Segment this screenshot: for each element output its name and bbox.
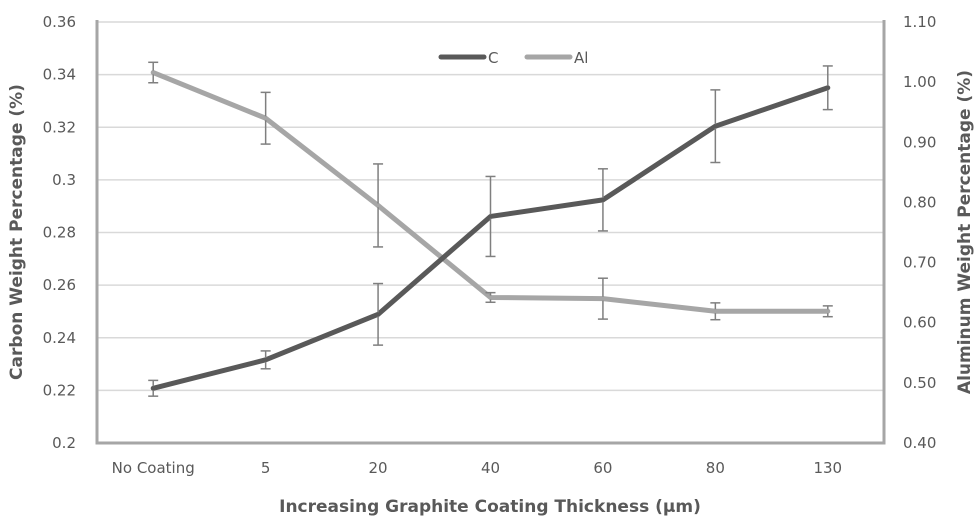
axes	[95, 20, 886, 445]
y-tick-label: 0.34	[43, 66, 76, 84]
x-tick-label: 130	[813, 459, 842, 477]
data-point	[263, 116, 268, 121]
legend-label-al: Al	[574, 49, 588, 67]
data-point	[376, 312, 381, 317]
data-point	[151, 386, 156, 391]
y2-tick-label: 1.00	[903, 73, 936, 91]
x-tick-label: 5	[261, 459, 271, 477]
data-point	[825, 85, 830, 90]
left-axis-ticks: 0.2 0.22 0.24 0.26 0.28 0.3 0.32 0.34 0.36	[43, 13, 76, 452]
data-point	[600, 296, 605, 301]
data-point	[825, 309, 830, 314]
y-axis-title: Carbon Weight Percentage (%)	[7, 84, 27, 380]
right-axis-ticks: 0.40 0.50 0.60 0.70 0.80 0.90 1.00 1.10	[903, 13, 936, 452]
data-point	[376, 203, 381, 208]
y2-tick-label: 1.10	[903, 13, 936, 31]
x-axis-title: Increasing Graphite Coating Thickness (µ…	[279, 497, 701, 517]
y2-tick-label: 0.50	[903, 374, 936, 392]
x-tick-label: 40	[481, 459, 500, 477]
y-tick-label: 0.3	[52, 171, 76, 189]
y2-tick-label: 0.60	[903, 314, 936, 332]
y-tick-label: 0.26	[43, 276, 76, 294]
data-point	[713, 124, 718, 129]
x-axis-ticks: No Coating 5 20 40 60 80 130	[112, 459, 842, 477]
y-tick-label: 0.36	[43, 13, 76, 31]
data-point	[263, 357, 268, 362]
y2-axis-title: Aluminum Weight Percentage (%)	[955, 70, 975, 394]
y-tick-label: 0.2	[52, 434, 76, 452]
x-tick-label: No Coating	[112, 459, 195, 477]
data-point	[600, 197, 605, 202]
y2-tick-label: 0.80	[903, 193, 936, 211]
x-tick-label: 60	[593, 459, 612, 477]
y-tick-label: 0.22	[43, 381, 76, 399]
y-tick-label: 0.24	[43, 329, 76, 347]
legend: C Al	[438, 49, 588, 67]
y2-tick-label: 0.90	[903, 133, 936, 151]
x-tick-label: 20	[369, 459, 388, 477]
x-tick-label: 80	[706, 459, 725, 477]
data-point	[713, 309, 718, 314]
data-point	[151, 70, 156, 75]
series-c	[148, 65, 833, 397]
y2-tick-label: 0.40	[903, 434, 936, 452]
data-point	[488, 295, 493, 300]
y-tick-label: 0.32	[43, 118, 76, 136]
y-tick-label: 0.28	[43, 224, 76, 242]
legend-label-c: C	[488, 49, 498, 67]
data-point	[488, 214, 493, 219]
series-al	[148, 61, 833, 321]
series	[148, 61, 833, 397]
y2-tick-label: 0.70	[903, 254, 936, 272]
